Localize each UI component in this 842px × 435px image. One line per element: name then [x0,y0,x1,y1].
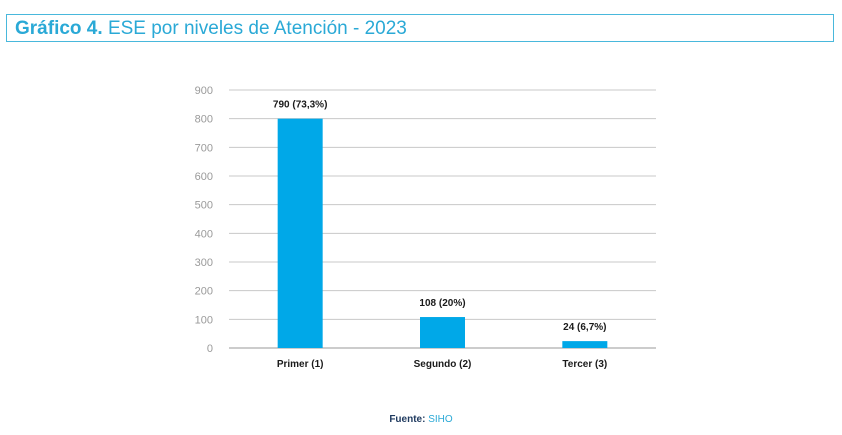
bar [562,341,608,348]
data-label: 790 (73,3%) [273,100,327,111]
bar [277,118,323,349]
y-tick-label: 600 [195,171,213,183]
chart-title: Gráfico 4. ESE por niveles de Atención -… [15,18,407,40]
source-value: SIHO [428,414,453,425]
bar [420,317,465,348]
x-tick-label: Segundo (2) [414,359,472,370]
x-tick-label: Tercer (3) [562,359,607,370]
y-tick-label: 200 [195,286,213,298]
data-label: 108 (20%) [419,298,465,309]
bar-chart: 0 100 200 300 400 500 600 700 800 900 790 (73,3%) P… [195,85,656,370]
y-tick-label: 900 [195,85,213,97]
y-tick-label: 400 [195,228,213,240]
y-tick-label: 800 [195,114,213,126]
y-tick-label: 500 [195,200,213,212]
chart-title-text: ESE por niveles de Atención - 2023 [107,18,407,39]
x-tick-label: Primer (1) [277,359,324,370]
y-tick-label: 100 [195,314,213,326]
chart-title-number: Gráfico 4. [15,18,103,39]
chart-title-box: Gráfico 4. ESE por niveles de Atención -… [6,14,834,42]
y-tick-label: 300 [195,257,213,269]
y-tick-label: 0 [207,343,213,355]
source-label: Fuente: [389,414,426,425]
chart-source: Fuente: SIHO [0,414,842,425]
y-tick-label: 700 [195,142,213,154]
data-label: 24 (6,7%) [563,322,606,333]
